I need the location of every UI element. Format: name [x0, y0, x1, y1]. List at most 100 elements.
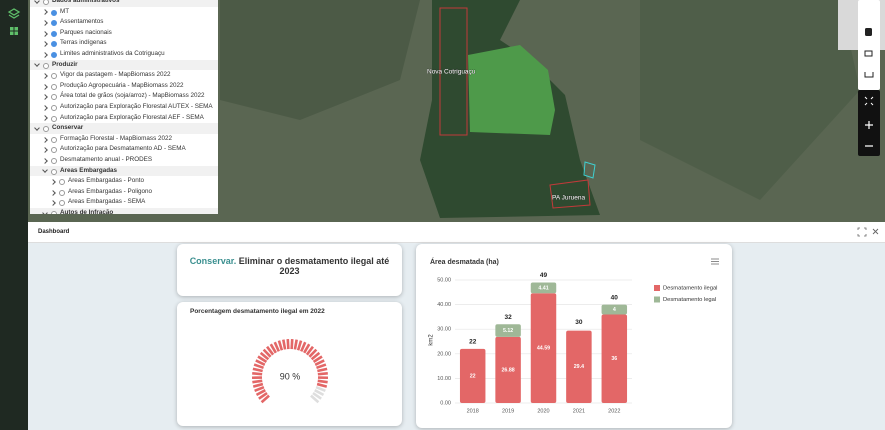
layer-item[interactable]: Autorização para Exploração Florestal AU…	[30, 102, 218, 113]
dashboard-icon[interactable]	[14, 31, 19, 36]
layer-toggle	[51, 211, 57, 214]
layer-item[interactable]: Formação Florestal - MapBiomass 2022	[30, 134, 218, 145]
map-patch	[220, 0, 420, 120]
layer-label: Assentamentos	[60, 18, 104, 26]
layer-item[interactable]: Assentamentos	[30, 17, 218, 28]
layer-label: Limites administrativos da Cotriguaçu	[60, 50, 165, 57]
layer-label: Autorização para Desmatamento AD - SEMA	[60, 145, 186, 153]
layer-toggle	[51, 115, 57, 122]
layer-label: Vigor da pastagem - MapBiomass 2022	[60, 71, 171, 79]
layer-item[interactable]: Areas Embargadas - SEMA	[30, 197, 218, 208]
layer-label: Produção Agropecuária - MapBiomass 2022	[60, 81, 184, 89]
layer-label: Areas Embargadas - Ponto	[68, 177, 144, 185]
expand-arrow	[42, 147, 48, 154]
goal-highlight: Conservar.	[189, 256, 237, 266]
expand-arrow	[34, 125, 40, 131]
close-icon[interactable]	[872, 228, 879, 235]
expand-arrow	[42, 157, 48, 164]
boundary	[439, 7, 468, 136]
expand-arrow	[50, 189, 56, 196]
boundary	[583, 161, 596, 179]
goal-card: Conservar. Eliminar o desmatamento ilega…	[177, 244, 402, 296]
expand-arrow	[34, 61, 40, 68]
layer-item[interactable]: Areas Embargadas - Ponto	[30, 176, 218, 187]
section-header[interactable]: Produzir	[30, 59, 218, 71]
layer-item[interactable]: Terras indígenas	[30, 38, 218, 49]
layers-icon[interactable]	[7, 8, 21, 19]
dashboard-icon[interactable]	[14, 27, 19, 31]
layer-toggle	[59, 179, 65, 186]
expand-arrow	[42, 94, 48, 101]
expand-arrow	[42, 51, 48, 58]
layer-label: Areas Embargadas	[60, 166, 118, 174]
layer-toggle	[51, 136, 57, 143]
goal-text: Conservar. Eliminar o desmatamento ilega…	[187, 256, 392, 276]
layer-panel: Dados administrativos MT Assentamentos Parq…	[30, 0, 218, 214]
chart-card	[416, 244, 732, 428]
layer-toggle	[51, 20, 57, 27]
dashboard-icon[interactable]	[10, 31, 14, 36]
layer-item[interactable]: Vigor da pastagem - MapBiomass 2022	[30, 70, 218, 81]
expand-arrow	[42, 73, 48, 79]
layer-item[interactable]: Área total de grãos (soja/arroz) - MapBi…	[30, 91, 218, 102]
layer-toggle	[59, 200, 65, 207]
map-tools[interactable]	[858, 0, 880, 90]
layer-toggle	[43, 0, 49, 5]
section-header[interactable]: Conservar	[30, 123, 218, 134]
layer-item[interactable]: Autorização para Exploração Florestal AE…	[30, 113, 218, 124]
gauge-card: Porcentagem desmatamento ilegal em 2022	[177, 302, 402, 426]
section-header[interactable]: Dados administrativos	[30, 0, 218, 7]
zoom-icons	[865, 121, 873, 147]
layer-label: Formação Florestal - MapBiomass 2022	[60, 134, 172, 142]
layer-label: Autorização para Exploração Florestal AE…	[60, 113, 204, 121]
draw-icon	[864, 50, 873, 57]
layer-item[interactable]: Limites administrativos da Cotriguaçu	[30, 49, 218, 60]
group-header[interactable]: Autos de Infração	[30, 208, 218, 214]
layer-toggle	[51, 94, 57, 101]
layer-toggle	[51, 41, 57, 48]
expand-arrow	[42, 41, 48, 48]
group-header[interactable]: Areas Embargadas	[30, 165, 218, 177]
expand-arrow	[50, 200, 56, 207]
layer-toggle	[51, 9, 57, 16]
layer-toggle	[43, 126, 49, 133]
layer-label: Desmatamento anual - PRODES	[60, 156, 153, 163]
layer-toggle	[51, 105, 57, 111]
dashboard-icon[interactable]	[10, 27, 14, 31]
layer-item[interactable]: MT	[30, 7, 218, 18]
layer-item[interactable]: Desmatamento anual - PRODES	[30, 155, 218, 166]
layer-label: Conservar	[52, 124, 84, 132]
layer-item[interactable]: Autorização para Desmatamento AD - SEMA	[30, 144, 218, 155]
goal-statement: Eliminar o desmatamento ilegal até 2023	[238, 256, 390, 276]
expand-arrow	[42, 136, 48, 143]
dashboard-header: Dashboard	[28, 222, 885, 243]
map-patch	[640, 0, 860, 200]
layer-toggle	[43, 62, 49, 69]
expand-arrow	[42, 9, 48, 16]
dashboard-controls[interactable]	[856, 226, 882, 238]
sidebar	[0, 0, 28, 430]
expand-arrow	[42, 167, 48, 174]
layer-label: Areas Embargadas - Poligono	[68, 187, 153, 195]
layer-label: Dados administrativos	[52, 0, 120, 4]
layer-toggle	[51, 30, 57, 37]
layer-item[interactable]: Produção Agropecuária - MapBiomass 2022	[30, 81, 218, 92]
layer-label: Areas Embargadas - SEMA	[68, 198, 146, 206]
layer-toggle	[51, 168, 57, 175]
fullscreen-icon	[864, 96, 874, 106]
expand-arrow	[42, 30, 48, 37]
expand-arrow	[34, 0, 40, 4]
expand-arrow	[42, 104, 48, 111]
map-label: Nova Cotriguaçu	[427, 69, 476, 76]
expand-arrow	[42, 115, 48, 122]
layer-label: Terras indígenas	[60, 39, 107, 47]
layer-label: Área total de grãos (soja/arroz) - MapBi…	[60, 92, 205, 100]
layer-item[interactable]: Areas Embargadas - Poligono	[30, 187, 218, 198]
expand-arrow	[42, 20, 48, 26]
expand-arrow	[42, 83, 48, 90]
layer-item[interactable]: Parques nacionais	[30, 28, 218, 39]
sidebar-icons	[7, 8, 21, 36]
map-label: PA Juruena	[552, 195, 586, 202]
expand-icon[interactable]	[857, 227, 867, 237]
